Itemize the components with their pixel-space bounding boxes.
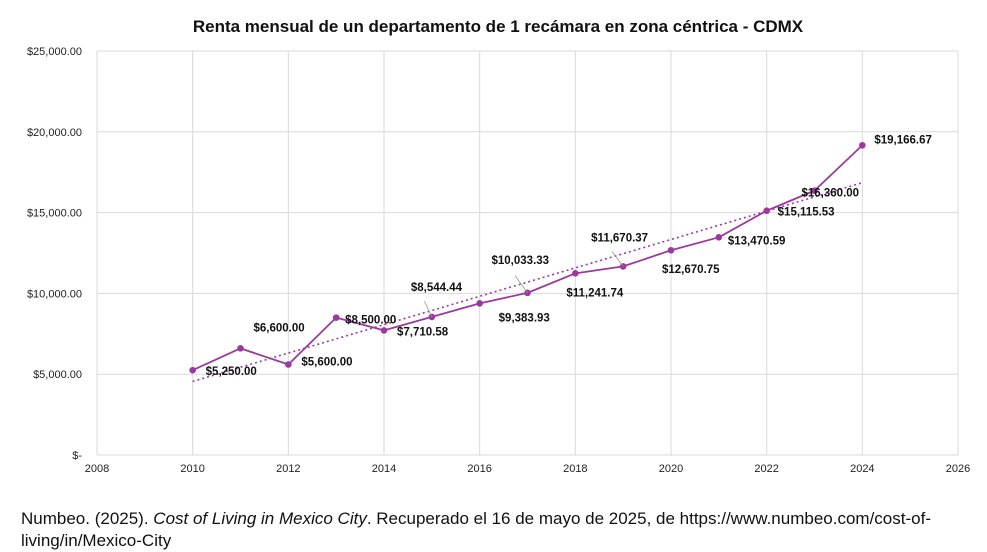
- data-label: $8,500.00: [345, 315, 396, 327]
- x-tick-label: 2024: [850, 463, 874, 475]
- data-point: [667, 246, 675, 254]
- y-tick-label: $20,000.00: [27, 127, 82, 139]
- label-leader: [424, 301, 433, 318]
- x-tick-label: 2012: [276, 463, 300, 475]
- data-label: $15,115.53: [778, 207, 835, 219]
- data-point: [428, 313, 436, 321]
- data-label: $11,670.37: [591, 232, 648, 244]
- data-label: $9,383.93: [499, 312, 550, 324]
- data-point: [811, 187, 818, 194]
- data-point: [332, 314, 340, 321]
- axes: $- $5,000.00 $10,000.00 $15,000.00 $20,000.0…: [27, 46, 970, 475]
- y-tick-label: $5,000.00: [33, 369, 82, 381]
- data-point: [189, 366, 196, 374]
- chart: Renta mensual de un departamento de 1 re…: [27, 17, 970, 475]
- x-tick-label: 2010: [180, 463, 204, 475]
- data-point: [237, 345, 244, 352]
- source-citation: Numbeo. (2025). Cost of Living in Mexico…: [21, 508, 971, 552]
- data-label: $19,166.67: [874, 134, 932, 146]
- x-tick-label: 2022: [754, 463, 778, 475]
- y-tick-label: $25,000.00: [27, 46, 82, 58]
- data-label: $6,600.00: [254, 322, 305, 334]
- data-label: $8,544.44: [411, 282, 463, 294]
- label-leader: [611, 251, 624, 267]
- data-point: [572, 270, 579, 277]
- citation-title: Cost of Living in Mexico City: [153, 509, 367, 528]
- x-tick-label: 2020: [659, 463, 683, 475]
- data-label: $11,241.74: [566, 287, 624, 299]
- data-label: $10,033.33: [492, 255, 550, 267]
- data-label: $5,600.00: [301, 357, 352, 369]
- label-leader: [514, 275, 528, 294]
- y-tick-label: $-: [72, 450, 82, 462]
- x-tick-label: 2016: [467, 463, 491, 475]
- data-point: [285, 361, 292, 368]
- x-tick-label: 2014: [372, 463, 396, 475]
- data-point: [859, 141, 866, 149]
- x-tick-label: 2018: [563, 463, 587, 475]
- citation-prefix: Numbeo. (2025).: [21, 509, 154, 528]
- data-point: [619, 263, 627, 270]
- data-label: $5,250.00: [206, 366, 257, 378]
- data-label: $13,470.59: [728, 235, 786, 247]
- grid: [96, 50, 959, 456]
- chart-title: Renta mensual de un departamento de 1 re…: [193, 17, 804, 36]
- data-label: $16,360.00: [802, 188, 860, 200]
- data-point: [763, 207, 770, 215]
- data-point: [715, 234, 723, 241]
- x-tick-label: 2026: [946, 463, 970, 475]
- y-tick-label: $10,000.00: [27, 288, 82, 300]
- citation-suffix: . Recuperado el 16 de mayo de 2025, de h…: [21, 509, 931, 550]
- y-tick-label: $15,000.00: [27, 208, 82, 220]
- data-label: $7,710.58: [397, 326, 449, 338]
- x-tick-label: 2008: [85, 463, 109, 475]
- data-label: $12,670.75: [662, 264, 720, 276]
- data-labels: $5,250.00 $6,600.00 $5,600.00 $8,500.00$7,7…: [206, 134, 932, 378]
- data-point: [476, 300, 483, 307]
- data-point: [380, 327, 388, 334]
